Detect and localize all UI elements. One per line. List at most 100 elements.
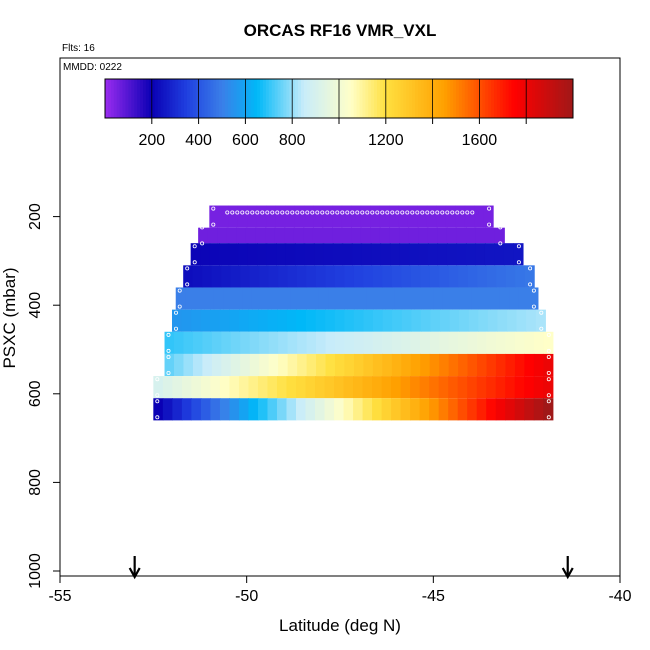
colorbar-swatch [148,79,153,118]
heatmap-cell [484,243,496,266]
colorbar-swatch [333,79,337,118]
colorbar-swatch [283,79,287,118]
track-point [285,210,290,215]
date-label: MMDD: 0222 [63,62,122,73]
heatmap-cell [266,205,277,228]
heatmap-cell [219,376,231,399]
track-point [185,282,190,287]
heatmap-cell [278,353,289,377]
colorbar-swatch [330,79,334,118]
heatmap-cell [503,243,515,266]
colorbar-swatch [242,79,246,118]
colorbar-swatch [400,79,404,118]
heatmap-cell [228,243,239,266]
heatmap-cell [266,243,277,266]
colorbar-swatch [365,79,369,118]
colorbar-swatch [499,79,504,118]
heatmap-cell [237,205,248,228]
heatmap-cell [420,353,431,377]
heatmap-cell [265,227,276,244]
heatmap-cell [334,331,346,354]
colorbar-swatch [110,79,115,118]
heatmap-cell [439,331,450,354]
heatmap-cell [464,205,475,228]
colorbar-swatch [467,79,472,118]
track-point [405,210,410,215]
heatmap-cell [363,309,374,332]
heatmap-cell [483,205,494,228]
colorbar-swatch [476,79,480,118]
heatmap-cell [332,205,343,228]
track-point [546,332,551,337]
heatmap-cell [436,205,447,228]
colorbar-swatch [505,79,510,118]
heatmap-cell [343,376,354,399]
heatmap-cell [456,243,467,266]
y-tick-label: 200 [27,203,44,230]
heatmap-cell [411,309,422,332]
heatmap-cell [379,227,391,244]
heatmap-cell [271,287,282,310]
heatmap-cell [267,398,278,421]
heatmap-cell [322,227,333,244]
heatmap-cell [240,331,251,354]
arrow-head [128,567,141,580]
heatmap-cell [191,376,202,399]
heatmap-cell [242,287,253,310]
heatmap-cell [211,353,222,377]
heatmap-cell [211,265,222,288]
colorbar-swatch [403,79,407,118]
heatmap-cell [344,265,355,288]
heatmap-cell [153,376,164,399]
heatmap-cell [391,331,402,354]
colorbar-swatch [482,79,486,118]
heatmap-cell [210,376,221,399]
heatmap-cell [259,331,270,354]
heatmap-cell [174,331,185,354]
heatmap-cell [524,353,535,377]
heatmap-cell [306,309,317,332]
heatmap-cell [191,309,202,332]
colorbar-swatch [470,79,475,118]
heatmap-cell [438,398,449,421]
heatmap-cell [219,309,231,332]
heatmap-cell [379,205,390,228]
heatmap-cell [181,376,192,399]
heatmap-cell [175,287,186,310]
track-point [280,210,285,215]
track-point [350,210,355,215]
heatmap-cell [344,309,355,332]
heatmap-cell [247,205,258,228]
heatmap-cell [347,287,358,310]
colorbar-swatch [254,79,258,118]
heatmap-cell [524,376,535,399]
track-point [400,210,405,215]
heatmap-cell [297,331,308,354]
heatmap-cell [533,353,544,377]
colorbar-swatch [526,79,530,118]
heatmap-cell [257,376,269,399]
colorbar-swatch [236,79,241,118]
heatmap-cell [410,353,421,377]
heatmap-cell [353,376,364,399]
heatmap-cell [351,227,362,244]
heatmap-cell [353,398,364,421]
track-point [498,225,503,230]
colorbar-swatch [265,79,270,118]
heatmap-cell [256,205,267,228]
heatmap-cell [430,309,441,332]
heatmap-cell [343,398,354,421]
colorbar-swatch [157,79,162,118]
heatmap-cell [280,287,291,310]
track-point [370,210,375,215]
heatmap-cell [287,331,298,354]
heatmap-cell [526,309,537,332]
heatmap-cell [475,243,486,266]
heatmap-cell [370,205,381,228]
heatmap-cell [404,287,415,310]
heatmap-cell [514,331,525,354]
heatmap-cell [505,265,516,288]
colorbar-swatch [344,79,349,118]
colorbar-swatch [438,79,442,118]
heatmap-cell [452,287,463,310]
